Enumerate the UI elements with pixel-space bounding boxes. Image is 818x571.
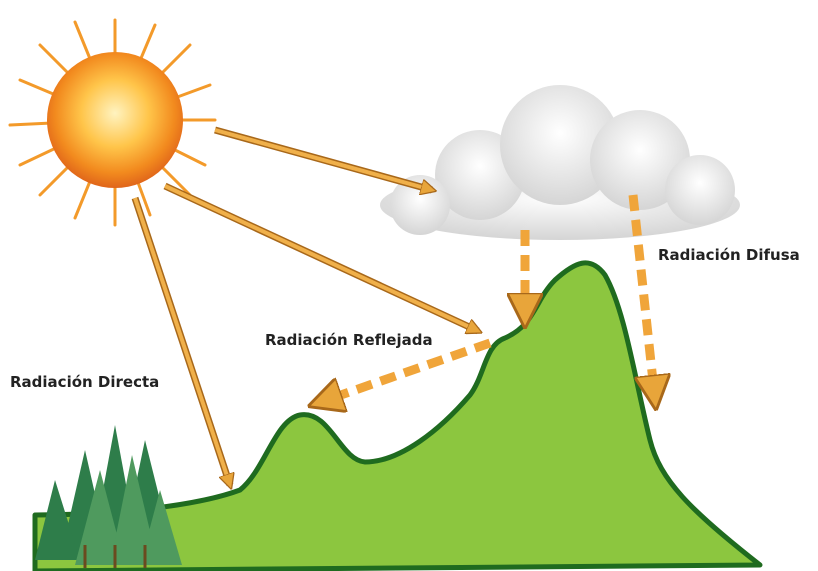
radiation-diagram: Radiación Directa Radiación Reflejada Ra… [0,0,818,571]
direct-label: Radiación Directa [10,373,159,391]
reflected-label: Radiación Reflejada [265,331,433,349]
trees [35,425,182,568]
cloud [380,85,740,240]
diffuse-label: Radiación Difusa [658,246,800,264]
